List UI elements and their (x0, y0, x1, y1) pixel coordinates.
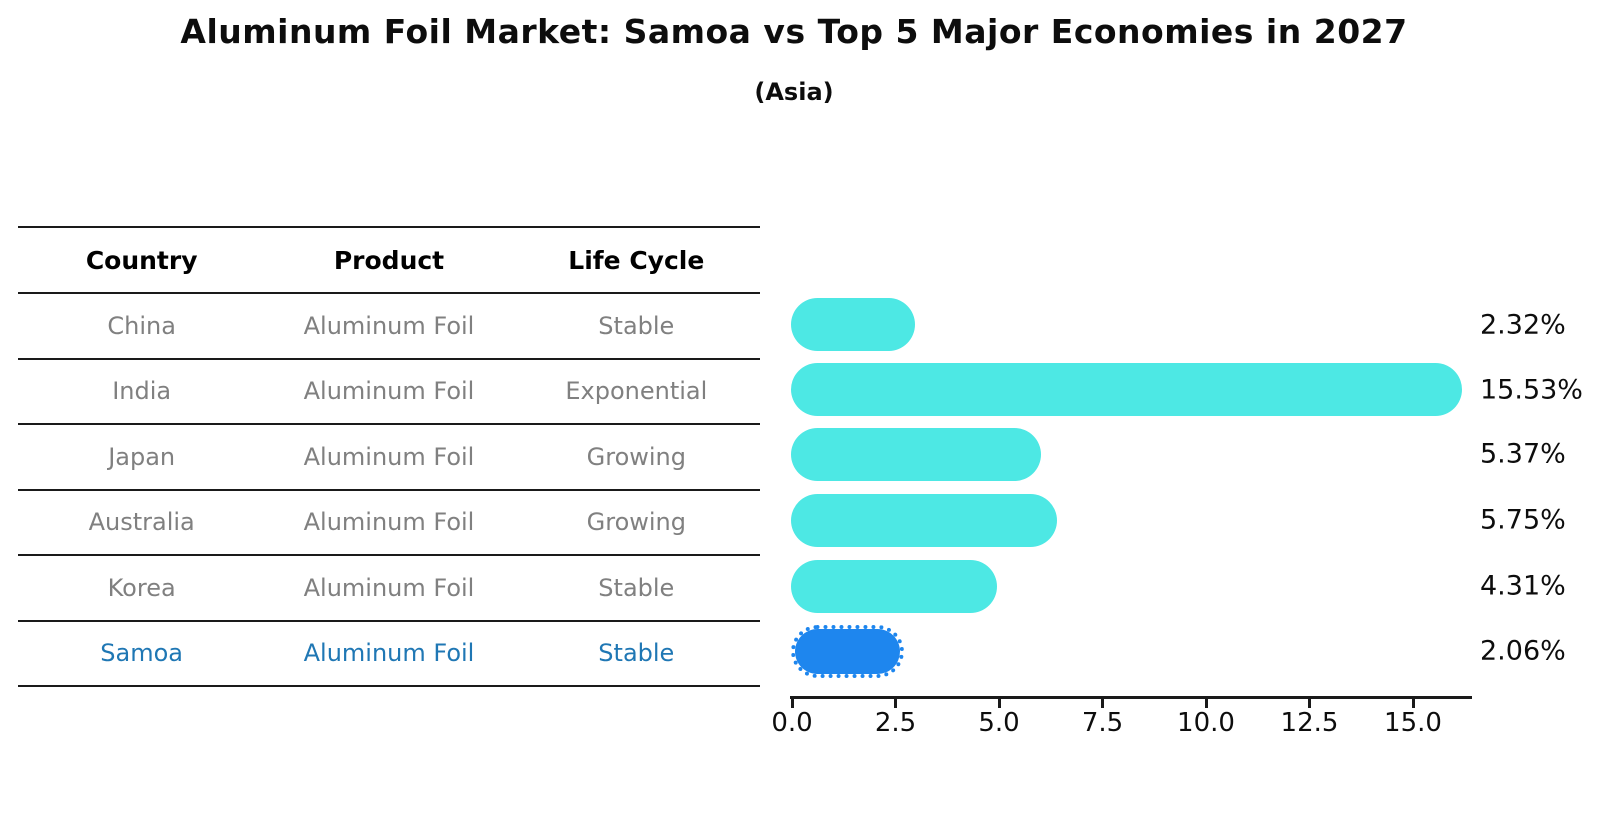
x-axis-tick-label: 15.0 (1384, 708, 1442, 738)
cell-country: India (112, 377, 172, 406)
bar-samoa (791, 624, 905, 678)
country-table: Country Product Life Cycle China Aluminu… (18, 226, 760, 687)
cell-country: Korea (107, 573, 176, 602)
cell-country: China (107, 311, 176, 340)
table-row-samoa: Samoa Aluminum Foil Stable (18, 619, 760, 686)
cell-country: Japan (108, 442, 176, 471)
chart-subtitle: (Asia) (754, 78, 834, 106)
table-header-row: Country Product Life Cycle (18, 226, 760, 292)
cell-product: Aluminum Foil (303, 508, 475, 537)
table-row-japan: Japan Aluminum Foil Growing (18, 423, 760, 489)
cell-life-cycle: Exponential (565, 377, 708, 406)
cell-life-cycle: Growing (586, 508, 686, 537)
bar-australia (791, 493, 1058, 547)
x-axis-tick (1411, 699, 1415, 708)
table-row-australia: Australia Aluminum Foil Growing (18, 488, 760, 555)
cell-product: Aluminum Foil (303, 573, 475, 602)
bar-india (791, 362, 1462, 416)
x-axis-tick-label: 12.5 (1280, 708, 1339, 738)
x-axis-tick (1204, 699, 1208, 708)
cell-product: Aluminum Foil (303, 377, 475, 406)
table-row-india: India Aluminum Foil Exponential (18, 357, 760, 424)
table-row-china: China Aluminum Foil Stable (18, 292, 760, 358)
cell-country: Australia (88, 508, 195, 537)
bar-value-label-australia: 5.75% (1480, 504, 1566, 536)
column-header-life-cycle: Life Cycle (568, 245, 705, 275)
cell-product: Aluminum Foil (303, 311, 475, 340)
cell-life-cycle: Stable (598, 311, 675, 340)
x-axis-tick-label: 5.0 (978, 708, 1020, 738)
cell-life-cycle: Growing (586, 442, 686, 471)
x-axis-tick-label: 2.5 (874, 708, 917, 738)
column-header-country: Country (85, 245, 198, 275)
bar-japan (791, 427, 1042, 481)
x-axis-tick-label: 7.5 (1081, 708, 1124, 738)
chart-title: Aluminum Foil Market: Samoa vs Top 5 Maj… (180, 12, 1408, 51)
x-axis-tick (894, 699, 897, 708)
bar-china (791, 297, 916, 351)
bar-value-label-samoa: 2.06% (1480, 635, 1566, 667)
table-row-korea: Korea Aluminum Foil Stable (18, 554, 760, 620)
x-axis-tick-label: 10.0 (1177, 708, 1235, 738)
bar-value-label-korea: 4.31% (1480, 570, 1566, 602)
bar-korea (791, 559, 998, 613)
x-axis-tick (1308, 699, 1311, 708)
x-axis-tick (997, 699, 1001, 708)
bar-value-label-india: 15.53% (1480, 374, 1583, 406)
cell-product: Aluminum Foil (303, 639, 475, 668)
x-axis-tick (790, 699, 794, 708)
x-axis-tick-label: 0.0 (771, 708, 813, 738)
x-axis-tick (1101, 699, 1104, 708)
cell-country: Samoa (100, 639, 184, 668)
bar-value-label-china: 2.32% (1480, 309, 1566, 341)
x-axis-line (790, 696, 1472, 699)
column-header-product: Product (333, 245, 445, 275)
bar-value-label-japan: 5.37% (1480, 438, 1566, 470)
cell-life-cycle: Stable (598, 573, 675, 602)
cell-life-cycle: Stable (598, 639, 675, 668)
cell-product: Aluminum Foil (303, 442, 475, 471)
